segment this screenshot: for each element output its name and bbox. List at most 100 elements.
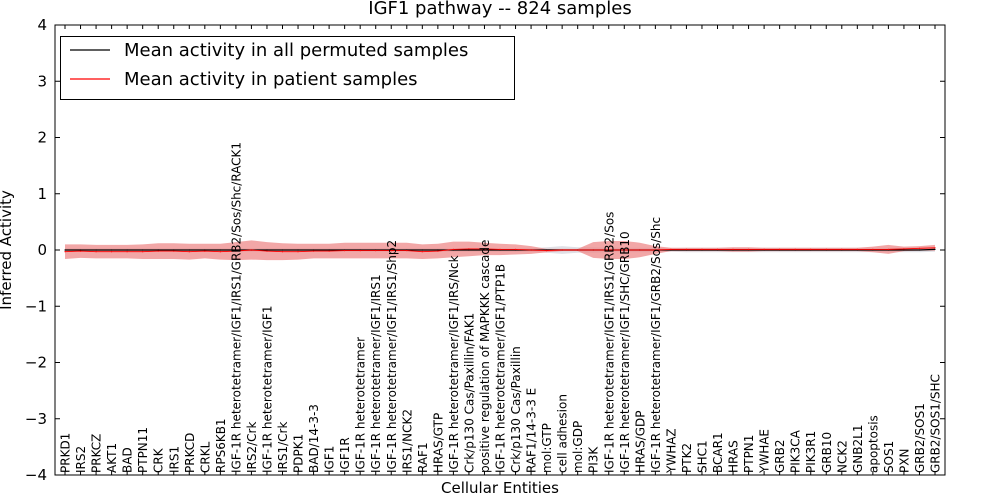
x-tick-label: PTK2 xyxy=(680,443,694,473)
x-tick-label: PDPK1 xyxy=(292,434,306,473)
x-axis-label: Cellular Entities xyxy=(441,479,559,497)
data-point xyxy=(716,248,719,250)
data-point xyxy=(608,249,610,251)
data-point xyxy=(421,251,423,253)
data-point xyxy=(406,250,408,252)
x-tick-label-layer: PRKD1 IRS2 PRKCZ AKT1 BAD PTPN11 CRK IRS1 PRKCD C… xyxy=(59,142,943,474)
data-point xyxy=(825,248,827,250)
data-point xyxy=(188,249,190,251)
data-point xyxy=(328,249,330,251)
y-tick-label: 3 xyxy=(37,72,47,90)
x-tick-label: RPS6KB1 xyxy=(214,418,228,473)
data-point xyxy=(623,249,625,251)
data-point xyxy=(499,248,501,250)
x-tick-label: apoptosis xyxy=(866,415,880,473)
x-tick-label: IGF-1R heterotetramer/IGF1 xyxy=(261,306,275,473)
x-tick-label: IRS1 xyxy=(167,446,181,473)
x-tick-label: Crk/p130 Cas/Paxillin/FAK1 xyxy=(462,313,476,473)
data-point xyxy=(546,250,548,252)
y-tick-label: 0 xyxy=(37,241,47,259)
data-point xyxy=(95,249,97,251)
data-point xyxy=(64,249,66,251)
data-point xyxy=(235,249,237,251)
data-point xyxy=(841,248,843,250)
data-point xyxy=(748,248,750,250)
x-tick-label: PIK3R1 xyxy=(804,431,818,473)
data-point xyxy=(918,247,921,249)
data-point xyxy=(126,251,128,253)
plot-frame xyxy=(54,24,946,476)
x-tick-label: PTPN1 xyxy=(742,435,756,473)
data-point xyxy=(685,248,688,250)
data-point xyxy=(359,250,361,252)
data-point xyxy=(313,249,315,251)
x-tick-label: mol:GTP xyxy=(540,423,554,473)
y-tick-label: 2 xyxy=(37,129,47,147)
x-tick-label: NCK2 xyxy=(835,440,849,473)
x-tick-label: IRS2/Crk xyxy=(245,422,259,473)
x-tick-label: IRS1/Crk xyxy=(276,422,290,473)
y-tick-label: −1 xyxy=(25,297,47,315)
x-tick-label: GRB2/SOS1 xyxy=(913,403,927,473)
data-point xyxy=(468,248,470,250)
x-tick-label: HRAS/GTP xyxy=(431,413,445,473)
x-tick-label: GRB2/SOS1/SHC xyxy=(929,374,943,473)
x-tick-label: RAF1 xyxy=(416,442,430,473)
x-tick-label: GNB2L1 xyxy=(851,425,865,473)
data-point xyxy=(79,249,82,251)
data-point xyxy=(437,250,439,252)
data-point xyxy=(654,249,657,251)
data-point xyxy=(561,249,563,251)
x-tick-label: PTPN11 xyxy=(136,427,150,473)
data-point xyxy=(670,248,672,250)
x-tick-label: BAD/14-3-3 xyxy=(307,404,321,473)
x-tick-label: IGF-1R heterotetramer/IGF1/GRB2/Sos/Shc xyxy=(649,217,663,473)
data-point xyxy=(810,248,812,250)
y-tick-label: 1 xyxy=(37,185,47,203)
data-point xyxy=(577,249,579,251)
x-tick-label: AKT1 xyxy=(105,443,119,473)
x-tick-label: mol:GDP xyxy=(571,421,585,473)
data-point xyxy=(856,248,858,250)
data-point xyxy=(111,251,113,253)
data-point xyxy=(934,247,936,249)
data-point xyxy=(483,248,486,250)
legend-label-patient: Mean activity in patient samples xyxy=(124,69,418,90)
data-point xyxy=(281,249,284,251)
data-point xyxy=(903,249,905,251)
data-point xyxy=(514,248,517,250)
chart-title: IGF1 pathway -- 824 samples xyxy=(368,0,631,19)
x-tick-label: GRB10 xyxy=(820,432,834,473)
x-tick-label: SOS1 xyxy=(882,441,896,473)
data-point xyxy=(468,249,470,251)
data-point xyxy=(375,250,377,252)
data-point xyxy=(887,248,890,250)
data-point xyxy=(95,251,97,253)
data-point xyxy=(173,249,175,251)
data-point xyxy=(701,248,703,250)
legend: Mean activity in all permuted samples Me… xyxy=(60,36,515,100)
data-point xyxy=(64,251,66,253)
data-point xyxy=(903,248,905,250)
data-point xyxy=(344,250,346,252)
data-point xyxy=(126,249,128,251)
x-tick-label: PRKD1 xyxy=(59,433,73,473)
data-point xyxy=(390,250,392,252)
x-tick-label: IGF-1R heterotetramer/IGF1/IRS1 xyxy=(369,274,383,473)
data-point xyxy=(763,248,765,250)
data-point xyxy=(281,251,284,253)
data-point xyxy=(157,250,159,252)
data-point xyxy=(639,249,641,251)
x-tick-label: IGF-1R heterotetramer/IGF1/IRS/Nck xyxy=(447,255,461,473)
x-tick-label: IGF-1R heterotetramer/IGF1/SHC/GRB10 xyxy=(618,231,632,473)
data-point xyxy=(872,248,874,250)
data-point xyxy=(328,250,330,252)
x-tick-label: IRS2 xyxy=(74,446,88,473)
x-tick-label: PRKCD xyxy=(183,433,197,473)
x-tick-label: YWHAZ xyxy=(664,428,678,474)
x-tick-label: PRKCZ xyxy=(90,434,104,473)
x-tick-label: IGF-1R heterotetramer/IGF1/IRS1/GRB2/Sos xyxy=(602,212,616,473)
data-point xyxy=(732,248,734,250)
x-tick-label: positive regulation of MAPKKK cascade xyxy=(478,240,492,473)
